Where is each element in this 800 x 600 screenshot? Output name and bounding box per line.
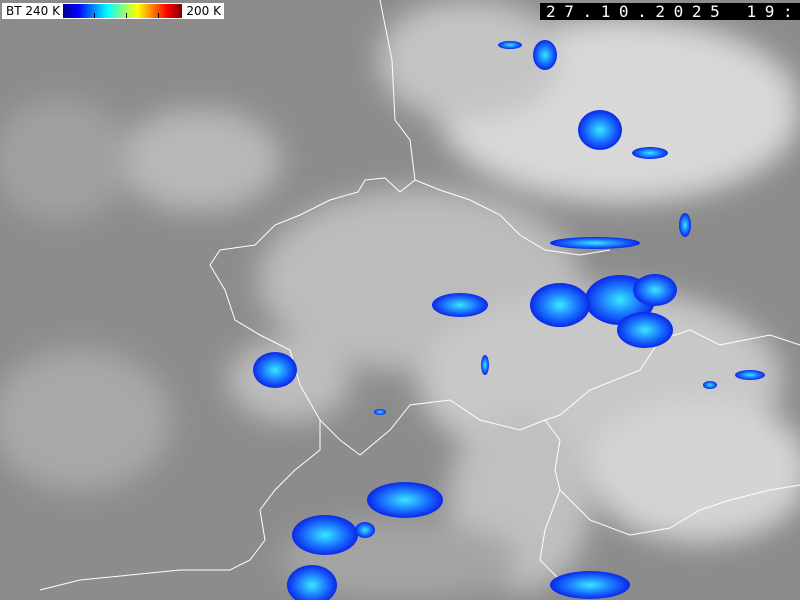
legend-colorbar — [62, 4, 183, 18]
legend-label-right: 200 K — [186, 4, 221, 18]
legend-tick — [157, 13, 159, 18]
legend-tick — [125, 13, 127, 18]
cold-cloud-tops — [253, 40, 765, 600]
country-borders — [39, 0, 800, 591]
legend-tick — [93, 13, 95, 18]
legend-label-left: BT 240 K — [6, 4, 60, 18]
timestamp: 27.10.2025 19:03 — [540, 3, 800, 20]
color-legend: BT 240 K 200 K — [2, 3, 224, 19]
